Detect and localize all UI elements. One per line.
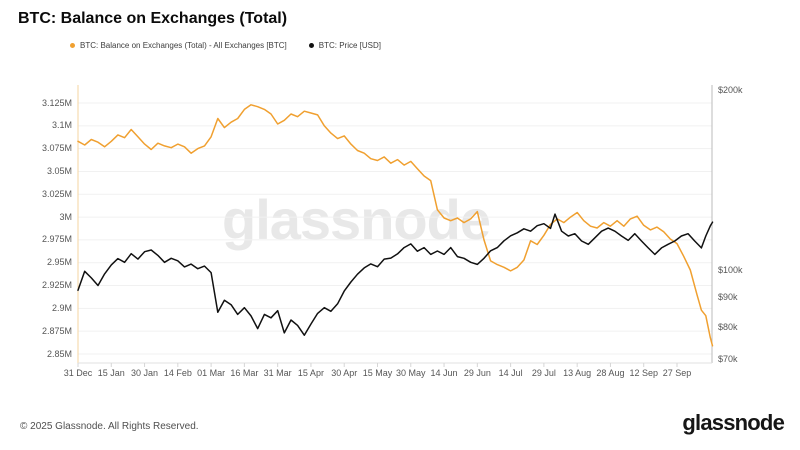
y-left-tick-label: 2.925M xyxy=(41,280,72,291)
y-left-tick-label: 3.025M xyxy=(41,188,72,199)
x-tick-label: 15 Jan xyxy=(97,368,125,378)
legend-item-balance[interactable]: BTC: Balance on Exchanges (Total) - All … xyxy=(70,41,287,50)
y-left-tick-label: 2.95M xyxy=(46,257,72,268)
y-left-tick-label: 3.075M xyxy=(41,143,72,154)
legend-item-price[interactable]: BTC: Price [USD] xyxy=(308,41,381,50)
y-right-tick-label: $80k xyxy=(718,322,738,333)
x-tick-label: 12 Sep xyxy=(629,368,658,378)
x-tick-label: 13 Aug xyxy=(563,368,592,378)
legend-label-price: BTC: Price [USD] xyxy=(318,41,381,50)
legend-label-balance: BTC: Balance on Exchanges (Total) - All … xyxy=(80,41,287,50)
y-left-tick-label: 3M xyxy=(59,211,72,222)
page-title: BTC: Balance on Exchanges (Total) xyxy=(18,10,288,27)
y-right-tick-label: $90k xyxy=(718,291,738,302)
x-tick-label: 30 Jan xyxy=(131,368,159,378)
x-tick-label: 16 Mar xyxy=(230,368,259,378)
x-tick-label: 31 Dec xyxy=(63,368,93,378)
x-tick-label: 28 Aug xyxy=(596,368,625,378)
y-left-tick-label: 2.975M xyxy=(41,234,72,245)
y-left-tick-label: 3.1M xyxy=(51,120,72,131)
x-tick-label: 01 Mar xyxy=(197,368,226,378)
x-tick-label: 15 May xyxy=(362,368,393,378)
x-tick-label: 14 Jun xyxy=(430,368,458,378)
x-tick-label: 27 Sep xyxy=(662,368,692,378)
x-tick-label: 30 May xyxy=(396,368,426,378)
legend: BTC: Balance on Exchanges (Total) - All … xyxy=(70,41,381,50)
y-left-tick-label: 2.85M xyxy=(46,348,72,359)
balance-line xyxy=(77,104,714,347)
y-left-tick-label: 3.125M xyxy=(41,97,72,108)
axes-spines xyxy=(77,85,713,367)
x-tick-label: 14 Feb xyxy=(163,368,192,378)
y-left-tick-label: 2.875M xyxy=(41,325,72,336)
x-tick-label: 29 Jun xyxy=(463,368,491,378)
y-right-tick-label: $200k xyxy=(718,84,743,95)
price-line xyxy=(77,213,714,336)
glassnode-logo: glassnode xyxy=(682,410,784,435)
x-tick-label: 29 Jul xyxy=(531,368,556,378)
x-tick-label: 31 Mar xyxy=(263,368,292,378)
y-right-tick-label: $70k xyxy=(718,353,738,364)
y-left-tick-label: 2.9M xyxy=(51,302,72,313)
x-tick-label: 15 Apr xyxy=(297,368,324,378)
legend-dot-price xyxy=(308,43,314,48)
series-lines xyxy=(77,104,714,347)
x-tick-label: 14 Jul xyxy=(498,368,523,378)
gridlines xyxy=(78,102,712,355)
y-right-tick-label: $100k xyxy=(718,264,743,275)
y-left-tick-label: 3.05M xyxy=(46,165,72,176)
legend-dot-balance xyxy=(70,43,75,48)
copyright-text: © 2025 Glassnode. All Rights Reserved. xyxy=(20,421,199,432)
x-tick-label: 30 Apr xyxy=(331,368,358,378)
